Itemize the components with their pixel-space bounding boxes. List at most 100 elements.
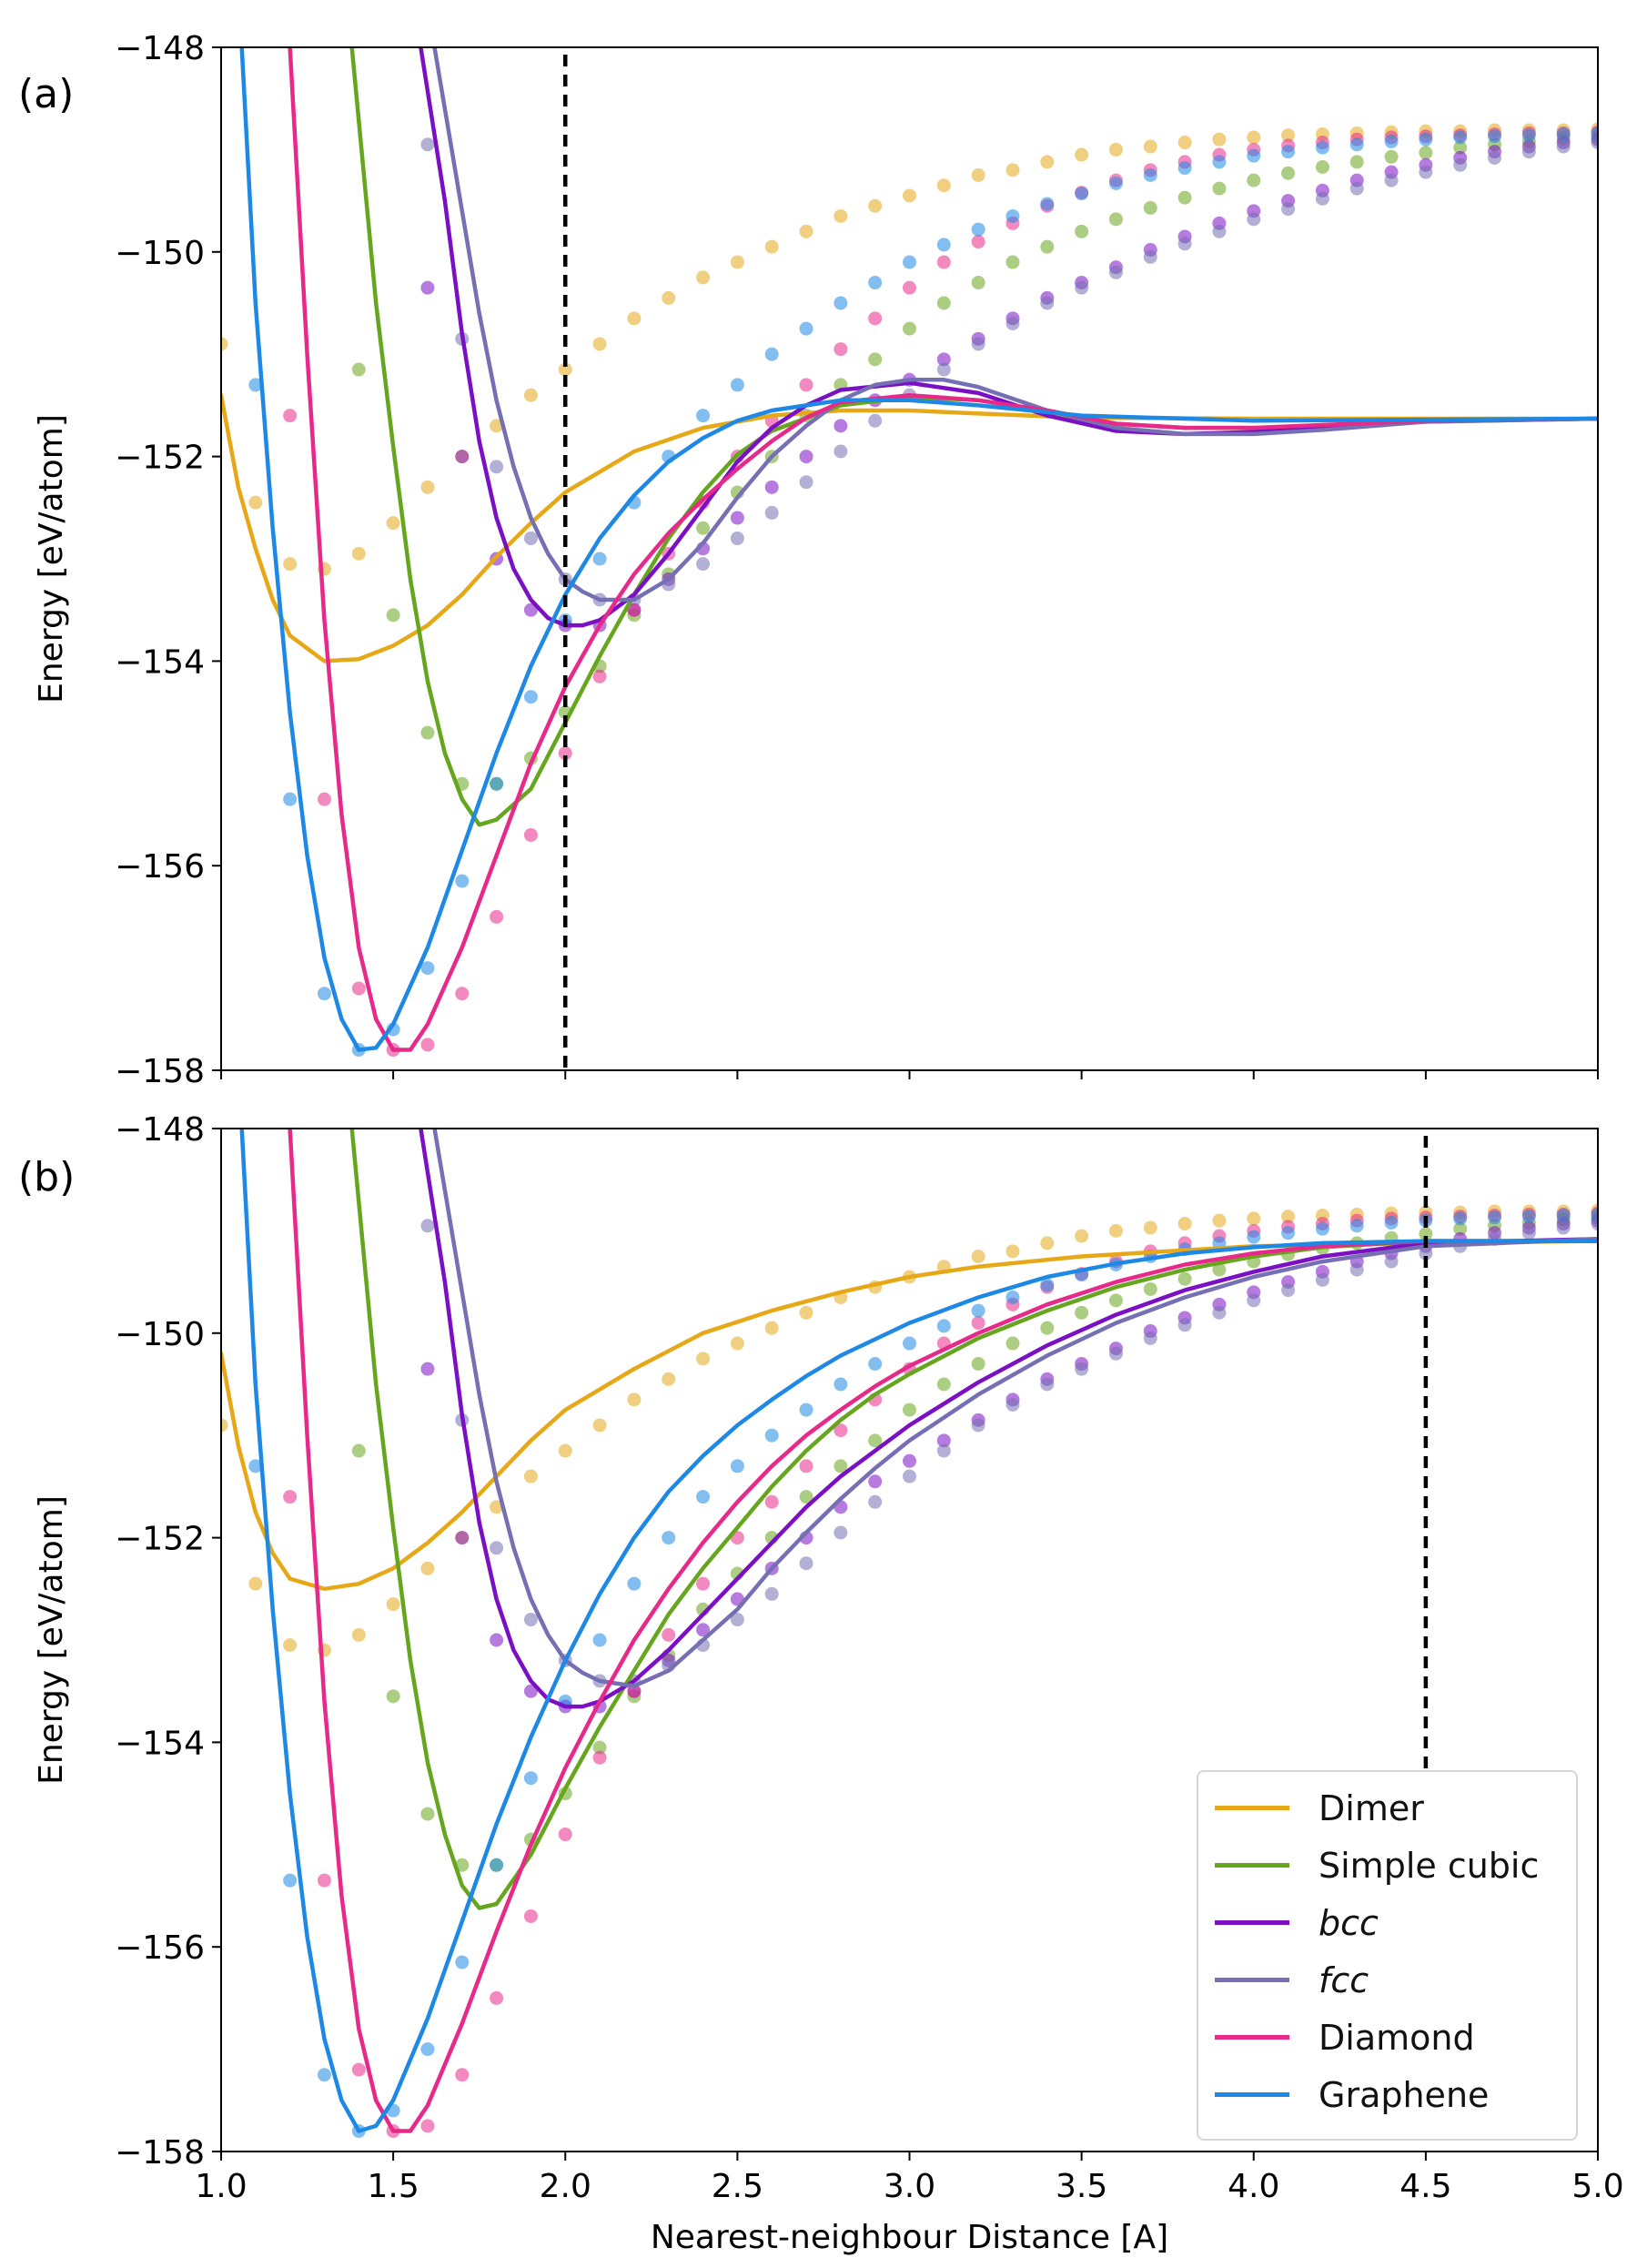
panel-a-graphene-point-5 — [420, 961, 435, 976]
legend-label-simple-cubic: Simple cubic — [1319, 1846, 1540, 1886]
legend-item-diamond: Diamond — [1198, 2010, 1576, 2065]
panel-a-dimer-point-8 — [490, 419, 504, 433]
panel-a-graphene-point-39 — [1591, 126, 1598, 140]
legend-label-diamond: Diamond — [1319, 2018, 1475, 2058]
panel-b-simple-cubic-point-19 — [1005, 1336, 1020, 1351]
panel-b-graphene-point-23 — [1040, 1278, 1055, 1292]
panel-a-simple-cubic-point-22 — [1108, 212, 1123, 227]
panel-b-fcc-point-22 — [1177, 1318, 1192, 1332]
panel-b-simple-cubic-point-15 — [868, 1433, 883, 1448]
panel-a-ytick-label-1: −156 — [115, 848, 205, 886]
panel-a-diamond-point-19 — [936, 255, 951, 269]
panel-a-diamond-curve — [288, 47, 1598, 1052]
panel-a-fcc-point-27 — [1349, 181, 1364, 196]
panel-b-diamond-point-9 — [592, 1750, 607, 1765]
panel-b-graphene-point-18 — [868, 1357, 883, 1372]
panel-a-fcc-point-16 — [971, 337, 985, 351]
panel-a-fcc-point-13 — [868, 413, 883, 428]
panel-b-dimer-point-17 — [799, 1305, 813, 1320]
panel-a-fcc-point-12 — [834, 444, 848, 459]
panel-a-ylabel: Energy [eV/atom] — [33, 414, 70, 704]
panel-b-graphene-point-6 — [455, 1955, 470, 1969]
panel-b-xtick-label-7: 4.5 — [1399, 2168, 1451, 2205]
panel-a-graphene-point-26 — [1143, 168, 1157, 182]
panel-a-simple-cubic-point-17 — [936, 296, 951, 310]
panel-b-dimer-point-9 — [523, 1469, 538, 1483]
panel-a-fcc-point-0 — [420, 137, 435, 152]
panel-a-graphene-point-25 — [1108, 176, 1123, 190]
panel-a-graphene-point-19 — [903, 255, 916, 269]
panel-a-fcc-point-9 — [730, 532, 744, 546]
panel-a-diamond-point-5 — [455, 987, 470, 1001]
panel-a-fcc-point-18 — [1040, 296, 1055, 310]
panel-b-fcc-point-13 — [868, 1494, 883, 1509]
panel-a-dimer-point-25 — [1075, 147, 1089, 162]
panel-b-label: (b) — [18, 1154, 76, 1200]
panel-a-graphene-point-0 — [248, 378, 263, 392]
panel-a-simple-cubic-point-31 — [1419, 146, 1433, 160]
panel-a-simple-cubic-point-32 — [1453, 140, 1468, 155]
panel-a-plot: −158 −156 −154 −152 −150 −148 Energy [eV/atom] — [33, 30, 1599, 1090]
panel-a-bcc-point-15 — [936, 352, 951, 367]
panel-a-simple-cubic-point-29 — [1349, 155, 1364, 169]
panel-a-diamond-point-0 — [283, 409, 298, 423]
panel-a-graphene-point-36 — [1488, 129, 1502, 144]
panel-b-bcc-point-1 — [455, 1531, 470, 1545]
panel-a-fcc-point-19 — [1075, 280, 1089, 295]
panel-a-dimer-point-16 — [764, 239, 779, 254]
panel-b-diamond-point-11 — [662, 1627, 676, 1642]
panel-a-dimer-point-12 — [627, 311, 642, 326]
panel-b-xtick-label-5: 3.5 — [1056, 2168, 1107, 2205]
panel-b-graphene-curve — [239, 1129, 1598, 2133]
panel-a-graphene-point-29 — [1247, 148, 1261, 163]
panel-b-diamond-curve — [288, 1129, 1598, 2133]
panel-a-graphene-point-31 — [1315, 140, 1329, 155]
panel-a-simple-cubic-point-25 — [1212, 181, 1227, 196]
panel-a-graphene-point-23 — [1040, 197, 1055, 211]
panel-b-diamond-point-5 — [455, 2068, 470, 2082]
panel-a-graphene-point-6 — [455, 874, 470, 888]
panel-a-graphene-point-13 — [696, 409, 711, 423]
panel-a-graphene-point-33 — [1384, 134, 1399, 148]
panel-b-ylabel: Energy [eV/atom] — [33, 1495, 70, 1785]
panel-a-dimer-point-11 — [592, 337, 607, 351]
panel-a-graphene-point-24 — [1075, 187, 1089, 201]
panel-b-graphene-point-14 — [730, 1459, 744, 1473]
legend-label-graphene: Graphene — [1319, 2075, 1490, 2115]
panel-b-fcc-point-20 — [1108, 1346, 1123, 1361]
panel-b-graphene-point-13 — [696, 1490, 711, 1504]
panel-a-diamond-point-16 — [834, 342, 848, 357]
panel-b-fcc-point-0 — [420, 1219, 435, 1233]
panel-a-graphene-point-28 — [1212, 155, 1227, 169]
panel-b-fcc-point-14 — [903, 1469, 916, 1483]
panel-a-dimer-point-14 — [696, 270, 711, 285]
panel-b-diamond-point-7 — [523, 1909, 538, 1923]
legend-label-fcc: fcc — [1319, 1960, 1369, 2000]
panel-a-diamond-point-20 — [971, 235, 985, 249]
panel-b-fcc-point-18 — [1040, 1377, 1055, 1392]
panel-b-simple-cubic-point-23 — [1143, 1281, 1157, 1296]
panel-a-diamond-point-10 — [627, 602, 642, 617]
panel-b-fcc-point-19 — [1075, 1362, 1089, 1376]
panel-a-simple-cubic-point-1 — [386, 608, 400, 623]
panel-a-graphene-point-16 — [799, 321, 813, 336]
panel-a-dimer-point-1 — [248, 495, 263, 510]
panel-b-graphene-point-11 — [627, 1576, 642, 1591]
panel-b-fcc-point-15 — [936, 1443, 951, 1458]
panel-a-simple-cubic-point-21 — [1075, 224, 1089, 238]
panel-b-fcc-point-2 — [490, 1541, 504, 1555]
panel-a-dimer-point-13 — [662, 290, 676, 305]
panel-b-bcc-point-8 — [696, 1623, 711, 1637]
panel-a-simple-cubic-point-30 — [1384, 149, 1399, 164]
legend-swatch-fcc — [1215, 1978, 1289, 1982]
panel-b-dimer-point-13 — [662, 1372, 676, 1386]
panel-b-simple-cubic-point-17 — [936, 1377, 951, 1392]
panel-a-bcc-point-1 — [455, 450, 470, 464]
panel-a-graphene-point-27 — [1177, 161, 1192, 176]
panel-a-diamond-point-15 — [799, 378, 813, 392]
panel-b-diamond-point-12 — [696, 1576, 711, 1591]
legend-swatch-bcc — [1215, 1920, 1289, 1925]
panel-b-graphene-point-10 — [592, 1633, 607, 1647]
panel-b-fcc-point-16 — [971, 1418, 985, 1433]
panel-b-simple-cubic-point-0 — [351, 1443, 366, 1458]
